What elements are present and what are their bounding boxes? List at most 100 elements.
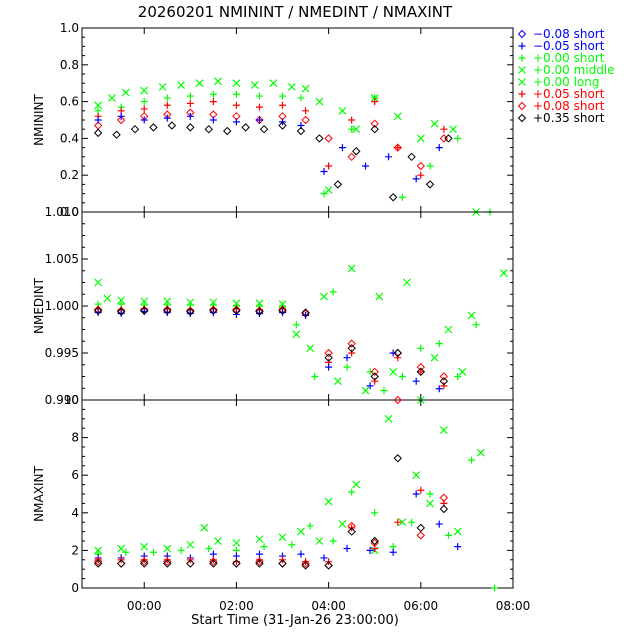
data-point [444, 531, 452, 539]
legend-label: +0.00 short [533, 51, 605, 65]
data-point [380, 387, 388, 395]
data-point [430, 353, 439, 362]
data-point [412, 490, 420, 498]
data-point [439, 134, 449, 143]
data-point [149, 123, 158, 132]
data-point [361, 386, 370, 395]
data-point [320, 292, 328, 301]
data-point [371, 98, 379, 106]
data-point [279, 309, 287, 317]
x-tick-label: 08:00 [496, 599, 531, 613]
legend-item: +0.35 short [517, 111, 605, 125]
y-tick-label: 0.2 [60, 168, 79, 182]
data-point [417, 486, 425, 494]
data-point [93, 557, 103, 566]
data-point [385, 153, 393, 161]
data-point [347, 527, 356, 536]
data-point [279, 101, 287, 109]
data-point [140, 105, 148, 113]
y-tick-label: 0.990 [45, 393, 79, 407]
data-point [140, 306, 149, 315]
y-tick-label: 2 [71, 543, 79, 557]
data-point [140, 297, 149, 306]
data-point [140, 98, 148, 106]
data-point [93, 559, 103, 568]
data-point [371, 509, 379, 517]
data-point [250, 81, 259, 89]
data-point [163, 544, 172, 553]
panel-nmedint: 0.990 0.995 1.000 1.005 1.010 NMEDINT [32, 205, 514, 407]
data-point [130, 124, 140, 134]
data-point [416, 161, 426, 171]
legend-label: +0.00 middle [533, 63, 615, 77]
data-point [255, 559, 264, 568]
y-tick-label: 6 [71, 468, 79, 482]
data-point [467, 311, 476, 320]
data-point [149, 548, 157, 556]
data-point [186, 123, 195, 132]
data-point [426, 490, 434, 498]
data-point [301, 308, 310, 317]
data-point [306, 522, 314, 530]
data-point [232, 558, 240, 566]
data-point [366, 368, 374, 376]
data-point [347, 521, 356, 531]
data-point [163, 114, 171, 122]
data-point [296, 126, 306, 136]
data-point [393, 396, 402, 405]
data-point [439, 376, 449, 386]
data-point [297, 550, 305, 558]
data-point [232, 306, 241, 315]
data-point [444, 325, 453, 334]
legend-label: +0.08 short [533, 99, 605, 113]
chart-title: 20260201 NMININT / NMEDINT / NMAXINT [138, 3, 453, 21]
data-point [343, 363, 351, 371]
data-point [209, 98, 217, 106]
data-point [389, 349, 397, 357]
data-point [439, 426, 448, 435]
data-point [186, 307, 195, 316]
data-point [288, 541, 296, 549]
data-point [278, 121, 287, 130]
y-tick-label: 4 [71, 506, 79, 520]
data-point [94, 101, 103, 110]
data-point [435, 385, 443, 393]
data-point [338, 144, 346, 152]
data-point [94, 309, 102, 317]
data-point [255, 310, 263, 318]
data-point [93, 306, 103, 315]
data-point [222, 126, 232, 136]
data-point [416, 367, 426, 377]
data-point [117, 296, 126, 305]
data-point [416, 531, 426, 540]
data-point [370, 119, 379, 128]
data-point [209, 90, 217, 98]
data-point [347, 152, 356, 162]
data-point [458, 367, 467, 376]
legend-symbol-diamond [517, 101, 527, 111]
data-point [232, 101, 240, 109]
data-point [439, 504, 449, 514]
data-point [499, 269, 508, 278]
data-point [167, 121, 177, 130]
data-point [93, 128, 103, 138]
data-point [140, 559, 149, 568]
data-point [186, 310, 194, 318]
data-point [186, 92, 194, 100]
data-point [320, 554, 328, 562]
data-point [393, 112, 402, 121]
data-point [393, 143, 402, 152]
data-point [343, 545, 351, 553]
data-point [324, 185, 333, 194]
data-point [388, 193, 398, 202]
data-point [205, 545, 213, 553]
data-point [255, 307, 264, 316]
data-point [324, 353, 333, 362]
data-point [416, 134, 425, 143]
data-point [394, 354, 402, 362]
legend-item: −0.05 short [518, 39, 605, 53]
data-point [417, 344, 425, 352]
data-point [255, 535, 264, 544]
data-point [186, 540, 195, 549]
data-point [103, 294, 112, 303]
